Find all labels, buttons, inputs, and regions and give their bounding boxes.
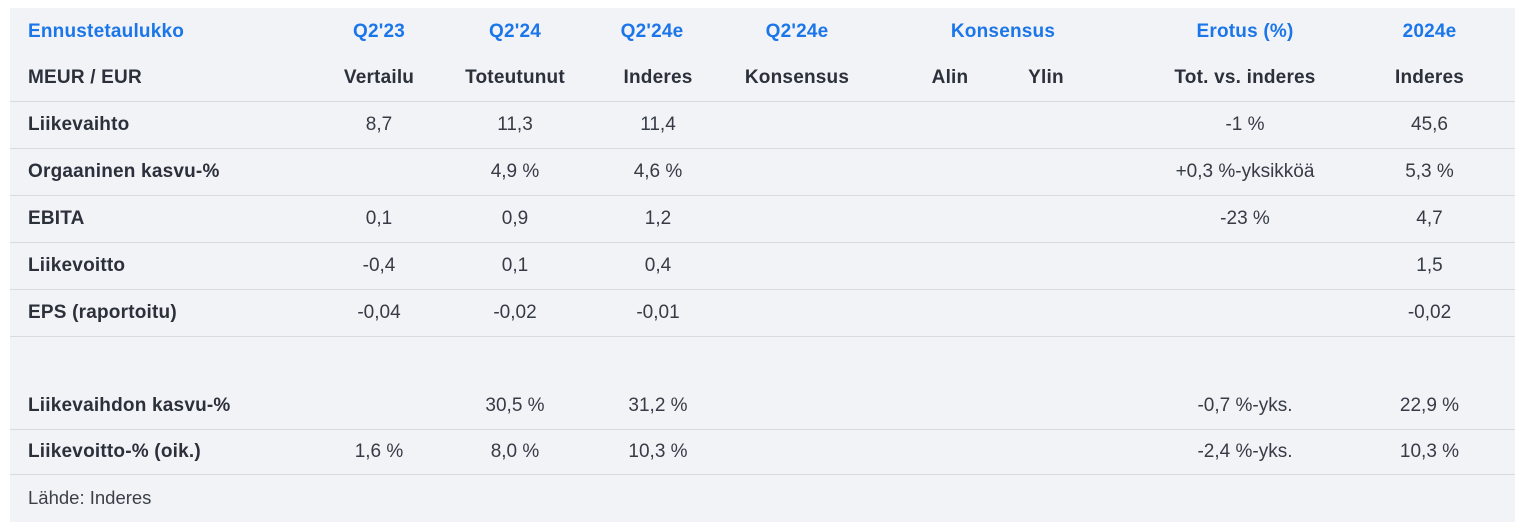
table-cell [872,101,1008,149]
table-cell [1084,242,1380,290]
table-cell: -0,02 [448,289,582,337]
subheader-vertailu: Vertailu [310,56,448,102]
table-cell: 1,2 [582,195,722,243]
table-cell: 22,9 % [1380,384,1515,430]
table-cell [1008,101,1084,149]
table-cell [722,148,872,196]
table-cell: -0,04 [310,289,448,337]
table-cell [1008,148,1084,196]
forecast-table-container: Ennustetaulukko Q2'23 Q2'24 Q2'24e Q2'24… [10,8,1515,522]
spacer-cell [10,336,1515,384]
table-cell: 8,7 [310,101,448,149]
table-cell [1008,429,1084,475]
units-label: MEUR / EUR [10,56,310,102]
row-label: Liikevoitto [10,242,310,290]
table-cell: -2,4 %-yks. [1084,429,1380,475]
table-cell: 8,0 % [448,429,582,475]
source-row: Lähde: Inderes [10,474,1515,522]
table-row-liikevaihdon-kasvu: Liikevaihdon kasvu-% 30,5 % 31,2 % -0,7 … [10,384,1515,430]
table-cell [872,242,1008,290]
col-header-q223: Q2'23 [353,21,405,42]
subheader-inderes: Inderes [582,56,722,102]
table-cell: 45,6 [1380,101,1515,149]
table-cell [1008,289,1084,337]
subheader-toteutunut: Toteutunut [448,56,582,102]
row-label: Orgaaninen kasvu-% [10,148,310,196]
table-cell: 0,9 [448,195,582,243]
col-header-q224: Q2'24 [489,21,541,42]
subheader-alin: Alin [872,56,1008,102]
table-cell [1008,384,1084,430]
table-cell: 0,1 [310,195,448,243]
table-cell: 1,5 [1380,242,1515,290]
table-cell [722,195,872,243]
source-note: Lähde: Inderes [28,487,152,509]
col-header-q224e-konsensus: Q2'24e [765,21,829,42]
table-cell [872,195,1008,243]
row-label: Liikevaihdon kasvu-% [10,384,310,430]
col-header-erotus: Erotus (%) [1196,21,1294,42]
table-cell: 5,3 % [1380,148,1515,196]
row-label: EBITA [10,195,310,243]
table-cell: 1,6 % [310,429,448,475]
header-row-periods: Ennustetaulukko Q2'23 Q2'24 Q2'24e Q2'24… [10,8,1515,56]
table-cell: 11,3 [448,101,582,149]
table-row-orgaaninen-kasvu: Orgaaninen kasvu-% 4,9 % 4,6 % +0,3 %-yk… [10,148,1515,196]
header-row-subtitles: MEUR / EUR Vertailu Toteutunut Inderes K… [10,56,1515,102]
row-label: EPS (raportoitu) [10,289,310,337]
forecast-table: Ennustetaulukko Q2'23 Q2'24 Q2'24e Q2'24… [10,8,1515,522]
table-cell: -0,01 [582,289,722,337]
table-cell [872,384,1008,430]
table-cell: 4,7 [1380,195,1515,243]
col-header-q224e-inderes: Q2'24e [620,21,684,42]
table-cell: -0,02 [1380,289,1515,337]
table-cell [722,429,872,475]
subheader-inderes-2024e: Inderes [1380,56,1515,102]
subheader-konsensus: Konsensus [722,56,872,102]
table-cell: 0,1 [448,242,582,290]
subheader-ylin: Ylin [1008,56,1084,102]
table-cell: -0,4 [310,242,448,290]
table-title: Ennustetaulukko [28,21,185,42]
spacer-row [10,336,1515,384]
table-cell: 4,6 % [582,148,722,196]
table-cell: -0,7 %-yks. [1084,384,1380,430]
col-header-2024e: 2024e [1402,21,1457,42]
row-label: Liikevaihto [10,101,310,149]
table-cell [1084,289,1380,337]
table-cell: 11,4 [582,101,722,149]
table-row-liikevaihto: Liikevaihto 8,7 11,3 11,4 -1 % 45,6 [10,101,1515,149]
table-cell [872,429,1008,475]
table-cell [722,289,872,337]
table-row-liikevoitto: Liikevoitto -0,4 0,1 0,4 1,5 [10,242,1515,290]
table-cell: 0,4 [582,242,722,290]
table-cell: 10,3 % [582,429,722,475]
table-cell: 4,9 % [448,148,582,196]
table-cell: -1 % [1084,101,1380,149]
table-cell: 30,5 % [448,384,582,430]
table-row-eps: EPS (raportoitu) -0,04 -0,02 -0,01 -0,02 [10,289,1515,337]
table-cell [722,101,872,149]
table-cell [722,384,872,430]
table-cell: +0,3 %-yksikköä [1084,148,1380,196]
table-cell [1008,242,1084,290]
subheader-tot-vs-inderes: Tot. vs. inderes [1084,56,1380,102]
col-header-konsensus-group: Konsensus [950,21,1056,42]
table-cell [872,289,1008,337]
table-cell [1008,195,1084,243]
table-cell: 10,3 % [1380,429,1515,475]
table-cell: -23 % [1084,195,1380,243]
table-cell [722,242,872,290]
table-row-liikevoitto-pct: Liikevoitto-% (oik.) 1,6 % 8,0 % 10,3 % … [10,429,1515,475]
table-cell: 31,2 % [582,384,722,430]
row-label: Liikevoitto-% (oik.) [10,429,310,475]
table-cell [872,148,1008,196]
table-cell [310,148,448,196]
table-cell [310,384,448,430]
table-row-ebita: EBITA 0,1 0,9 1,2 -23 % 4,7 [10,195,1515,243]
